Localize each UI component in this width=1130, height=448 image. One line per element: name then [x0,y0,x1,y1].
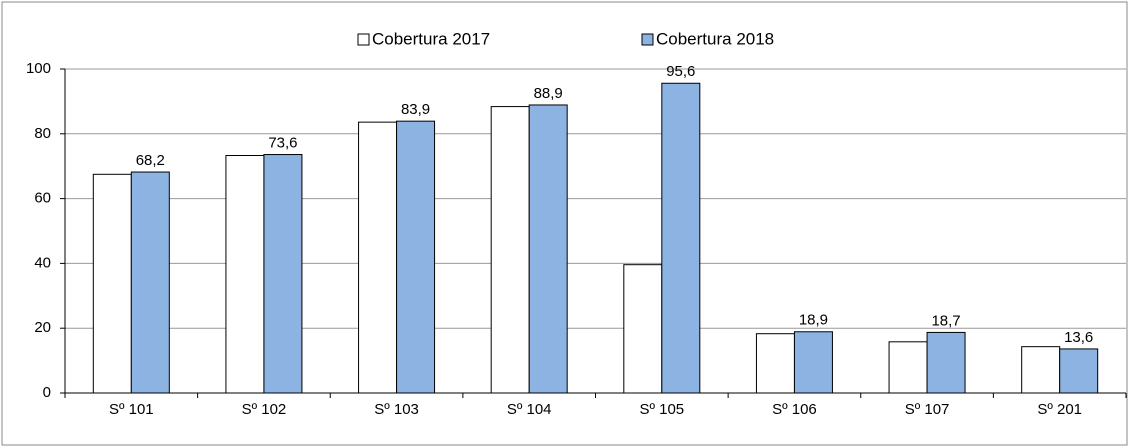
x-tick-label: Sº 104 [507,401,552,418]
y-tick-label: 40 [34,254,51,271]
y-tick-label: 100 [26,60,51,77]
bar [755,333,795,394]
bar [926,331,966,394]
x-tick-label: Sº 102 [242,401,287,418]
legend-text: Cobertura 2017 [372,29,490,48]
data-label: 95,6 [666,63,695,80]
data-label: 68,2 [136,152,165,169]
x-tick-label: Sº 107 [905,401,950,418]
bar [793,331,833,394]
data-label: 73,6 [268,135,297,152]
y-tick-label: 80 [34,125,51,142]
bar [263,154,303,394]
data-label: 83,9 [401,101,430,118]
bar [1059,348,1099,394]
y-tick-label: 60 [34,190,51,207]
legend-text: Cobertura 2018 [656,29,774,48]
data-label: 18,9 [799,312,828,329]
x-tick-label: Sº 106 [772,401,817,418]
x-tick-label: Sº 105 [639,401,684,418]
data-label: 88,9 [534,85,563,102]
bar [358,121,398,394]
bar [661,82,701,394]
bar [130,171,170,394]
data-label: 18,7 [931,312,960,329]
x-tick-label: Sº 201 [1037,401,1082,418]
data-label: 13,6 [1064,329,1093,346]
bar [623,264,663,394]
bar [1021,346,1061,394]
y-tick-label: 20 [34,319,51,336]
legend-swatch [641,33,654,46]
x-tick-label: Sº 103 [374,401,419,418]
bar [225,155,265,394]
bar [490,106,530,394]
bar [396,120,436,394]
bar [92,173,132,394]
bar [528,104,568,394]
x-tick-label: Sº 101 [109,401,154,418]
y-tick-label: 0 [43,384,51,401]
bar [888,341,928,394]
legend-swatch [357,33,370,46]
